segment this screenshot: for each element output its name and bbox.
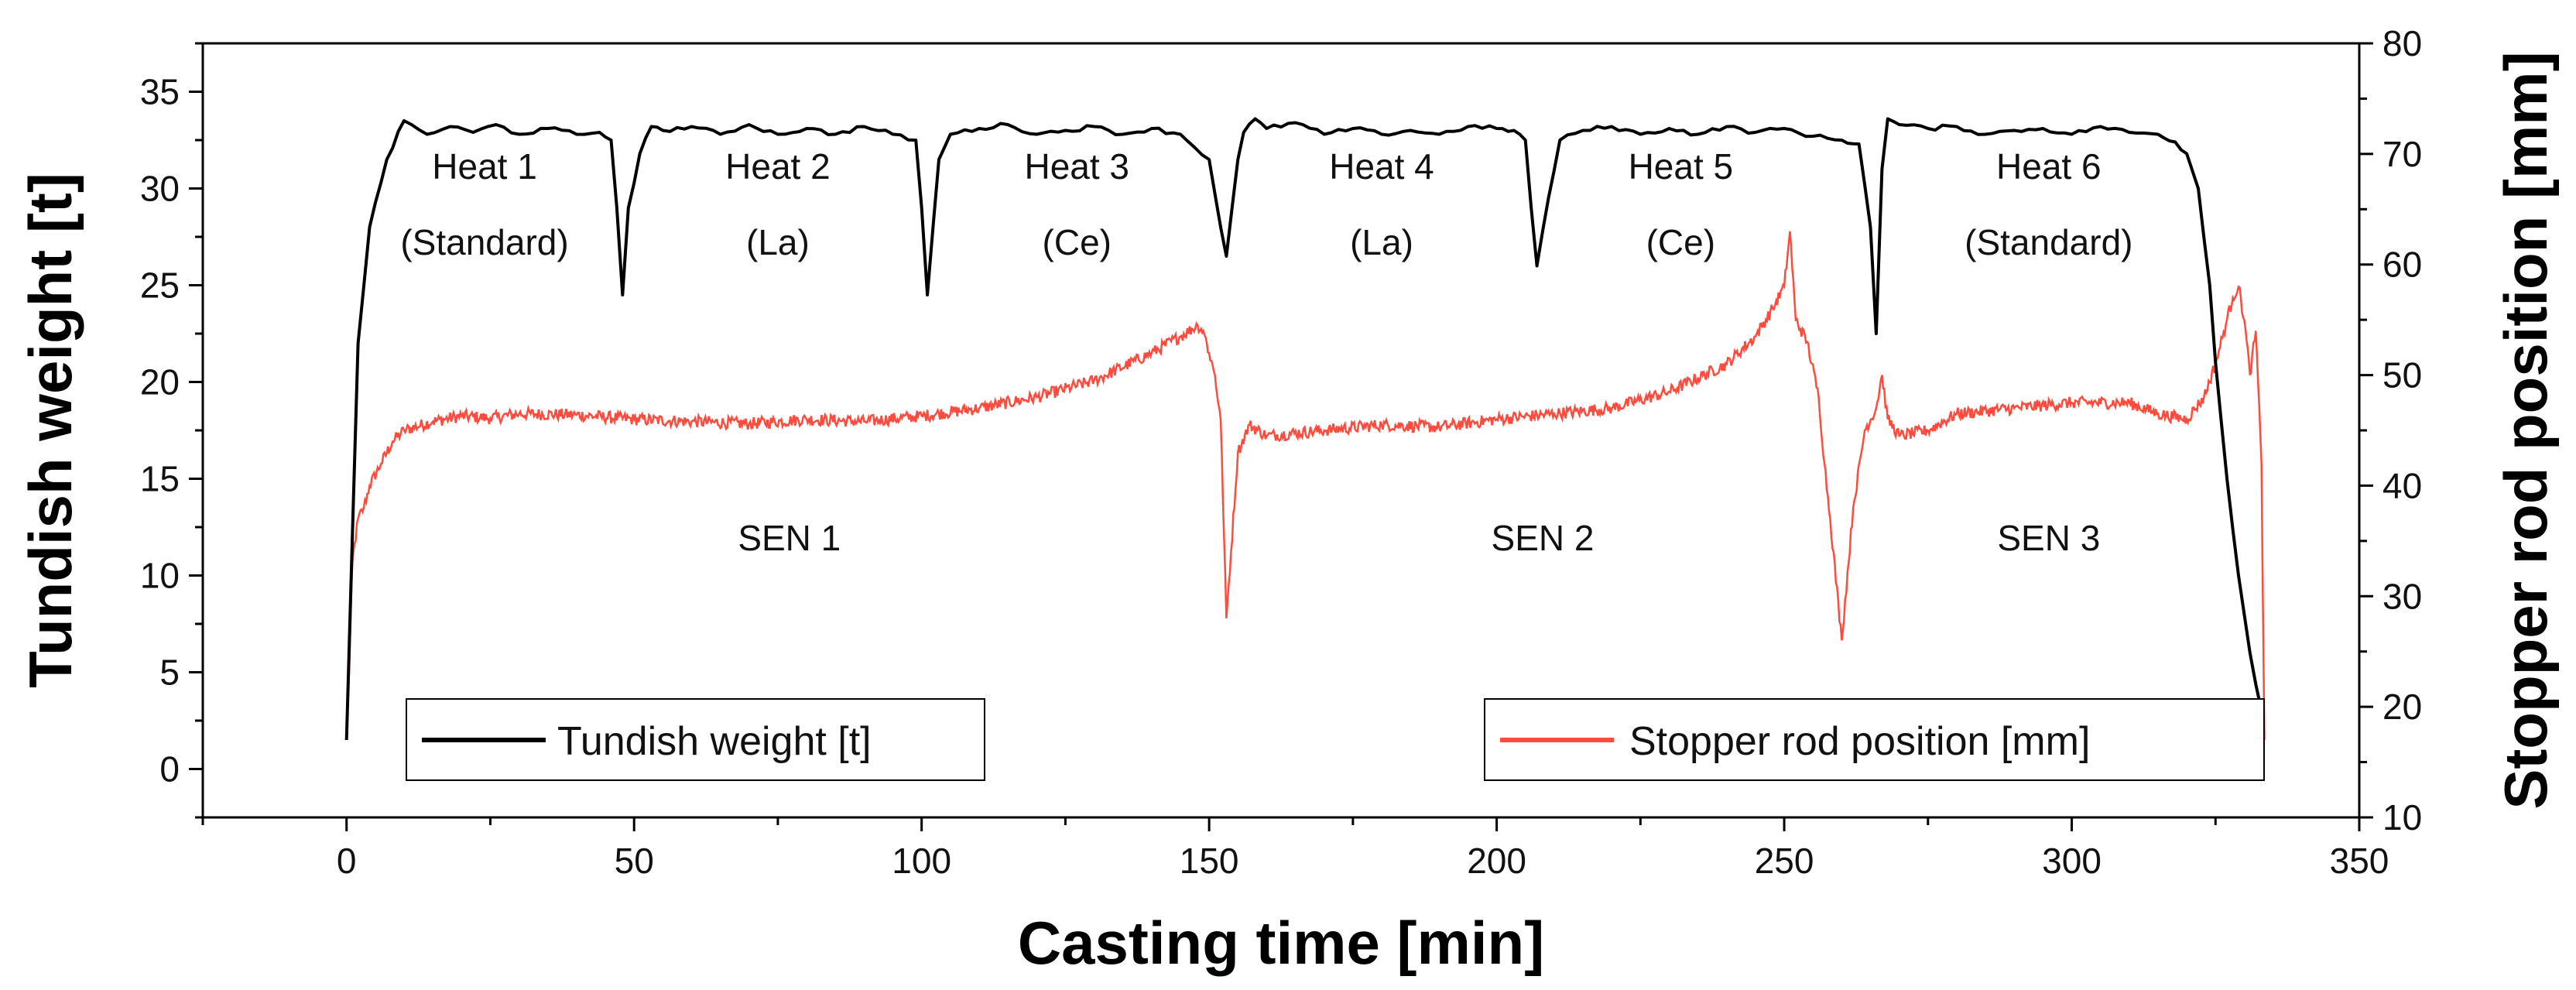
annotation-line2: (Standard): [1965, 222, 2132, 262]
annotation-line1: SEN 2: [1492, 518, 1595, 558]
y2-tick-label: 40: [2382, 465, 2422, 505]
y-tick-label: 10: [140, 556, 180, 596]
y-tick-label: 20: [140, 362, 180, 403]
x-axis-title: Casting time [min]: [1018, 909, 1544, 977]
x-tick-label: 50: [615, 841, 654, 881]
annotation-line1: Heat 2: [725, 146, 831, 187]
y2-tick-label: 30: [2382, 576, 2422, 616]
annotation-line2: (Ce): [1043, 222, 1112, 262]
y2-tick-label: 70: [2382, 134, 2422, 174]
y-tick-label: 0: [159, 749, 180, 790]
y2-tick-label: 50: [2382, 355, 2422, 396]
y-axis-title: Tundish weight [t]: [16, 173, 84, 688]
y2-tick-label: 60: [2382, 245, 2422, 285]
annotation-line2: (Ce): [1646, 222, 1715, 262]
y2-axis-title: Stopper rod position [mm]: [2492, 51, 2560, 809]
x-tick-label: 200: [1467, 841, 1526, 881]
legend-stopper-box: [1484, 698, 2265, 781]
y2-tick-label: 80: [2382, 23, 2422, 63]
ticks-layer: 0 50 100 150 200 250 300 350 0 5 10 15 20 25 30 35 10 20 3…: [140, 23, 2422, 881]
annotation-line1: Heat 5: [1629, 146, 1734, 187]
annotation-line2: (Standard): [400, 222, 568, 262]
series-stopper-rod-line: [345, 231, 2266, 741]
x-tick-label: 0: [337, 841, 357, 881]
annotation-layer: Heat 1 (Standard) Heat 2 (La) Heat 3 (Ce) Heat…: [400, 146, 2132, 558]
y-tick-label: 30: [140, 169, 180, 209]
legend-weight: Tundish weight [t]: [406, 698, 985, 781]
annotation-line1: Heat 4: [1329, 146, 1434, 187]
x-tick-label: 350: [2330, 841, 2389, 881]
y2-tick-label: 10: [2382, 797, 2422, 838]
annotation-line2: (La): [1350, 222, 1413, 262]
annotation-line1: Heat 1: [432, 146, 537, 187]
legend-stopper: Stopper rod position [mm]: [1484, 698, 2265, 781]
y-tick-label: 35: [140, 72, 180, 112]
series-tundish-weight-line: [344, 117, 2263, 741]
annotation-line1: Heat 3: [1024, 146, 1129, 187]
y2-tick-label: 20: [2382, 687, 2422, 727]
series-layer: [344, 117, 2266, 741]
y-tick-label: 15: [140, 459, 180, 499]
x-tick-label: 100: [892, 841, 951, 881]
x-tick-label: 150: [1180, 841, 1239, 881]
y-tick-label: 25: [140, 265, 180, 306]
x-tick-label: 250: [1755, 841, 1814, 881]
x-tick-label: 300: [2042, 841, 2102, 881]
annotation-line1: Heat 6: [1996, 146, 2102, 187]
annotation-line2: (La): [746, 222, 810, 262]
annotation-line1: SEN 3: [1997, 518, 2100, 558]
legend-stopper-label: Stopper rod position [mm]: [1629, 719, 2090, 764]
annotation-line1: SEN 1: [738, 518, 841, 558]
y-tick-label: 5: [159, 653, 180, 693]
legend-weight-label: Tundish weight [t]: [557, 719, 872, 764]
